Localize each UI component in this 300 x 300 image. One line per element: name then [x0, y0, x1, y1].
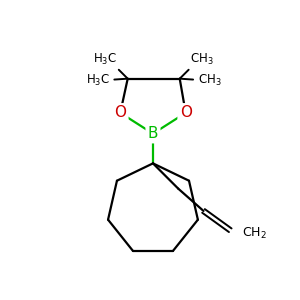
Text: CH$_2$: CH$_2$ [242, 226, 267, 241]
Text: O: O [114, 105, 126, 120]
Text: O: O [180, 105, 192, 120]
Text: H$_3$C: H$_3$C [86, 73, 110, 88]
Text: H$_3$C: H$_3$C [93, 52, 118, 67]
Text: B: B [148, 126, 158, 141]
Text: CH$_3$: CH$_3$ [198, 73, 221, 88]
Text: CH$_3$: CH$_3$ [190, 52, 214, 67]
